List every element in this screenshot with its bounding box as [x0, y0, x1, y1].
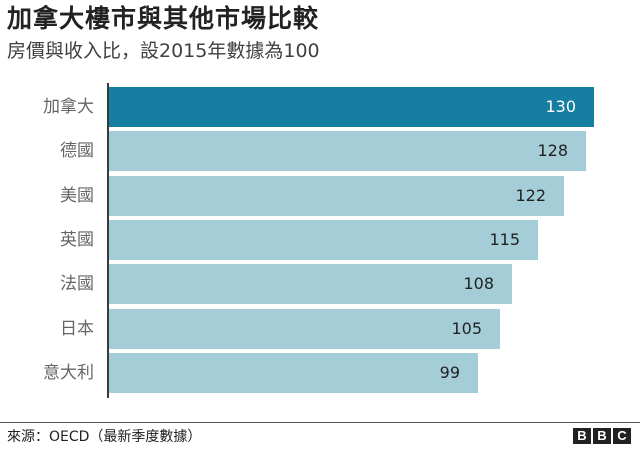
- category-label: 法國: [60, 274, 94, 294]
- value-label: 122: [515, 186, 546, 205]
- bar-uk: 115: [109, 220, 538, 260]
- bar-italy: 99: [109, 353, 478, 393]
- bar-usa: 122: [109, 176, 564, 216]
- bbc-logo-letter: C: [613, 428, 631, 444]
- bar-france: 108: [109, 264, 512, 304]
- value-label: 130: [545, 97, 576, 116]
- value-label: 108: [463, 274, 494, 293]
- chart-title: 加拿大樓市與其他市場比較: [7, 4, 320, 33]
- value-label: 105: [451, 319, 482, 338]
- bar-row-uk: 英國 115: [0, 220, 640, 260]
- category-label: 加拿大: [43, 97, 94, 117]
- bar-germany: 128: [109, 131, 586, 171]
- bar-row-usa: 美國 122: [0, 176, 640, 216]
- bar-row-japan: 日本 105: [0, 309, 640, 349]
- bar-row-france: 法國 108: [0, 264, 640, 304]
- category-label: 德國: [60, 141, 94, 161]
- bbc-logo: B B C: [573, 428, 631, 444]
- y-axis-line: [107, 83, 109, 398]
- chart-subtitle: 房價與收入比，設2015年數據為100: [7, 40, 320, 62]
- bar-row-italy: 意大利 99: [0, 353, 640, 393]
- value-label: 99: [439, 363, 460, 382]
- bar-japan: 105: [109, 309, 500, 349]
- footer-divider: [0, 422, 640, 423]
- value-label: 115: [489, 230, 520, 249]
- bar-row-canada: 加拿大 130: [0, 87, 640, 127]
- category-label: 美國: [60, 186, 94, 206]
- bar-row-germany: 德國 128: [0, 131, 640, 171]
- category-label: 意大利: [43, 363, 94, 383]
- category-label: 英國: [60, 230, 94, 250]
- bbc-logo-letter: B: [573, 428, 591, 444]
- category-label: 日本: [60, 319, 94, 339]
- bar-canada: 130: [109, 87, 594, 127]
- value-label: 128: [537, 141, 568, 160]
- source-note: 來源：OECD（最新季度數據）: [7, 429, 202, 445]
- bbc-logo-letter: B: [593, 428, 611, 444]
